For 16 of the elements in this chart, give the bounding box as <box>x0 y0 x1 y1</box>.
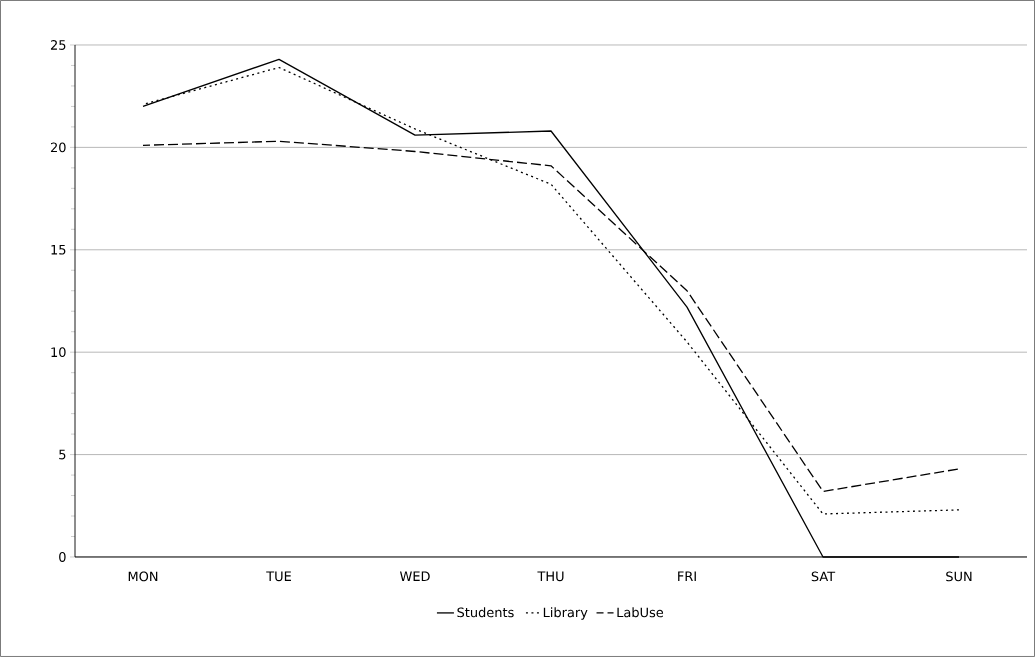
legend-label: Library <box>543 607 588 620</box>
legend-label: LabUse <box>617 607 664 618</box>
y-tick-label: 0 <box>59 552 66 562</box>
x-tick-label: TUE <box>266 571 291 582</box>
x-tick-label: FRI <box>678 571 696 581</box>
x-tick-label: WED <box>399 571 430 581</box>
y-tick-label: 15 <box>51 244 66 255</box>
x-tick-label: SUN <box>946 571 972 582</box>
legend-label: Students <box>457 607 514 618</box>
x-tick-label: SAT <box>811 571 836 582</box>
x-tick-label: THU <box>537 571 564 582</box>
y-tick-label: 20 <box>50 142 66 153</box>
x-tick-label: MON <box>128 571 158 582</box>
y-tick-label: 25 <box>50 40 66 50</box>
y-tick-label: 10 <box>51 347 66 358</box>
y-tick-label: 5 <box>59 449 66 460</box>
